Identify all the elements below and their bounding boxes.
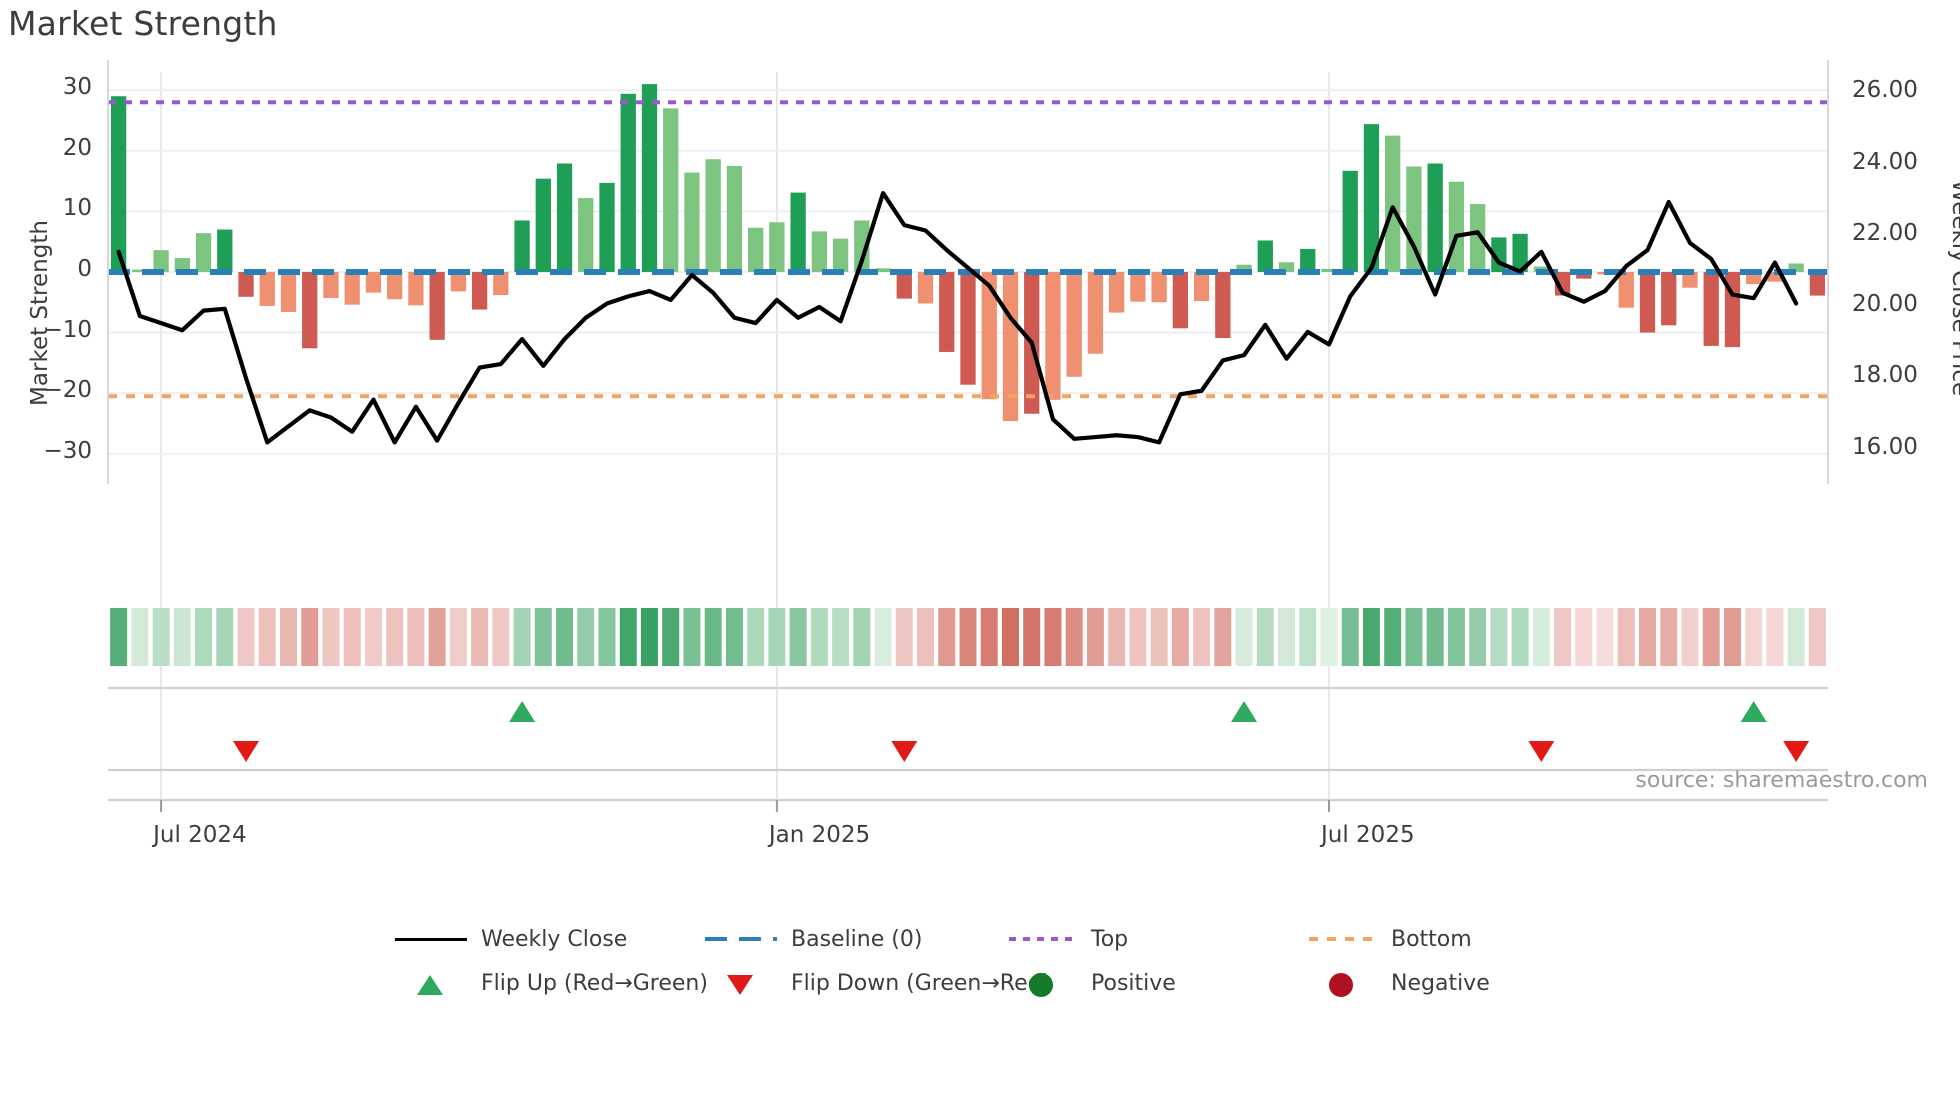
legend-row-1: Weekly Close Baseline (0) Top Bottom xyxy=(0,920,1960,958)
legend-row-2: Flip Up (Red→Green) Flip Down (Green→Red… xyxy=(0,964,1960,1002)
legend-label: Negative xyxy=(1391,970,1490,996)
y-axis-right-tick: 24.00 xyxy=(1852,148,1918,175)
legend-item-flip-up[interactable]: Flip Up (Red→Green) xyxy=(395,964,708,1002)
y-axis-right-tick: 18.00 xyxy=(1852,362,1918,389)
y-axis-left-tick: 20 xyxy=(62,134,92,161)
bars-layer xyxy=(110,84,1826,422)
y-axis-left-tick: −20 xyxy=(43,377,92,404)
flip-markers-layer xyxy=(233,701,1810,762)
x-axis-tick: Jul 2025 xyxy=(1320,822,1415,848)
y-axis-right-tick: 22.00 xyxy=(1852,219,1918,246)
legend-label: Flip Down (Green→Red) xyxy=(791,970,1051,996)
y-axis-left-tick: −10 xyxy=(43,316,92,343)
page-title: Market Strength xyxy=(8,4,278,43)
legend-item-bottom[interactable]: Bottom xyxy=(1305,920,1565,958)
legend-label: Flip Up (Red→Green) xyxy=(481,970,708,996)
x-axis-tick: Jul 2024 xyxy=(153,822,247,848)
source-note: source: sharemaestro.com xyxy=(1635,768,1928,793)
y-axis-right-tick: 26.00 xyxy=(1852,77,1918,104)
dotted-line-icon xyxy=(1305,928,1377,950)
circle-icon xyxy=(1005,972,1077,997)
y-axis-left-tick: −30 xyxy=(43,437,92,464)
x-axis-tick: Jan 2025 xyxy=(768,822,871,848)
legend-item-negative[interactable]: Negative xyxy=(1305,964,1565,1002)
weekly-close-line-layer xyxy=(116,190,1799,445)
dotted-line-icon xyxy=(1005,928,1077,950)
y-axis-left-tick: 30 xyxy=(62,74,92,101)
heatmap-strip-layer xyxy=(110,608,1826,666)
legend-label: Bottom xyxy=(1391,926,1472,952)
y-axis-right-tick: 20.00 xyxy=(1852,291,1918,318)
y-axis-left-tick: 10 xyxy=(62,195,92,222)
legend-label: Weekly Close xyxy=(481,926,628,952)
legend-item-positive[interactable]: Positive xyxy=(1005,964,1305,1002)
circle-icon xyxy=(1305,972,1377,997)
legend-label: Top xyxy=(1091,926,1129,952)
triangle-up-icon xyxy=(395,972,467,995)
legend-item-flip-down[interactable]: Flip Down (Green→Red) xyxy=(705,964,1050,1002)
legend-item-top[interactable]: Top xyxy=(1005,920,1305,958)
legend-item-baseline[interactable]: Baseline (0) xyxy=(705,920,1005,958)
axes-frame-layer xyxy=(107,60,1829,812)
triangle-down-icon xyxy=(705,972,777,995)
legend-label: Positive xyxy=(1091,970,1176,996)
grid-layer xyxy=(108,72,1828,800)
y-axis-left-tick: 0 xyxy=(77,255,92,282)
reference-lines-layer xyxy=(108,100,1828,399)
legend-label: Baseline (0) xyxy=(791,926,923,952)
y-axis-right-tick: 16.00 xyxy=(1852,433,1918,460)
chart-legend: Weekly Close Baseline (0) Top Bottom Fli… xyxy=(0,920,1960,1008)
legend-item-weekly-close[interactable]: Weekly Close xyxy=(395,920,705,958)
line-icon xyxy=(395,928,467,950)
dashed-line-icon xyxy=(705,928,777,950)
